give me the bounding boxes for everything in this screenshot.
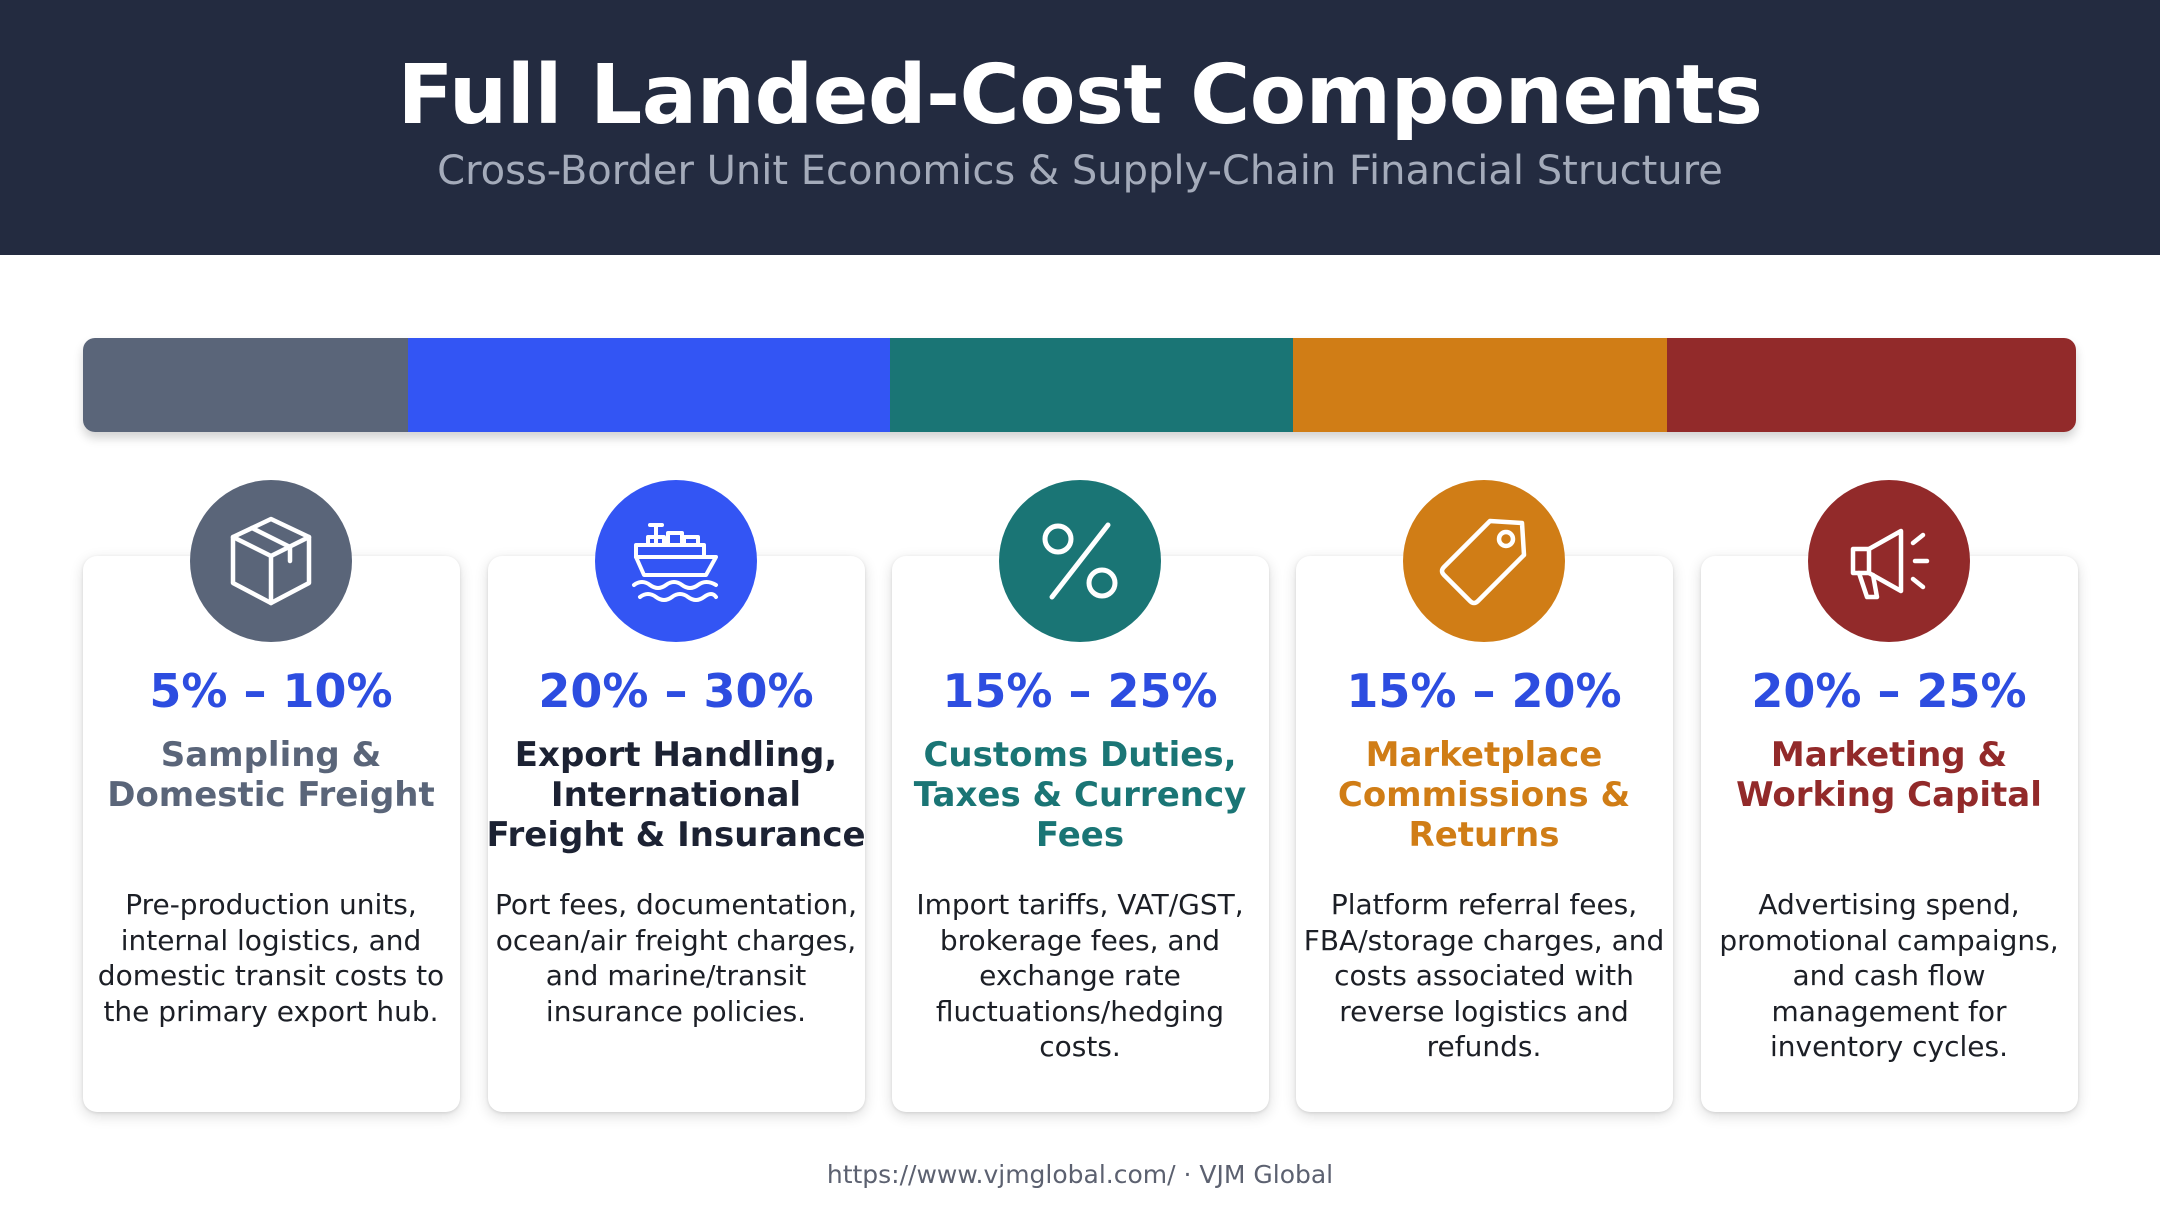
- tag-icon: [1434, 511, 1534, 611]
- cost-description: Pre-production units, internal logistics…: [97, 888, 445, 1028]
- cost-title: Sampling & Domestic Freight: [107, 735, 435, 815]
- cost-range: 5% – 10%: [149, 664, 393, 718]
- bar-segment-2: [407, 338, 891, 432]
- cost-range: 15% – 25%: [942, 664, 1218, 718]
- cost-title: Export Handling, International Freight &…: [486, 735, 866, 855]
- source-footer: https://www.vjmglobal.com/ · VJM Global: [826, 1160, 1334, 1189]
- header-banner: Full Landed-Cost Components Cross-Border…: [0, 0, 2160, 255]
- cost-card: [83, 556, 460, 1112]
- box-icon: [221, 511, 321, 611]
- ship-icon-badge: [595, 480, 757, 642]
- cost-card: [488, 556, 865, 1112]
- cost-title: Marketing & Working Capital: [1736, 735, 2042, 815]
- bar-segment-5: [1667, 338, 2076, 432]
- cost-description: Advertising spend, promotional campaigns…: [1719, 888, 2059, 1063]
- bar-segment-4: [1292, 338, 1668, 432]
- bar-segment-1: [83, 338, 408, 432]
- bar-segment-3: [890, 338, 1293, 432]
- percent-icon: [1030, 511, 1130, 611]
- cost-card: [892, 556, 1269, 1112]
- cost-card: [1701, 556, 2078, 1112]
- page-subtitle: Cross-Border Unit Economics & Supply-Cha…: [437, 148, 1723, 194]
- box-icon-badge: [190, 480, 352, 642]
- page-title: Full Landed-Cost Components: [397, 48, 1763, 143]
- megaphone-icon: [1839, 511, 1939, 611]
- cost-range: 20% – 30%: [538, 664, 814, 718]
- cost-title: Marketplace Commissions & Returns: [1337, 735, 1631, 855]
- megaphone-icon-badge: [1808, 480, 1970, 642]
- cost-range: 15% – 20%: [1346, 664, 1622, 718]
- ship-icon: [626, 511, 726, 611]
- cost-range: 20% – 25%: [1751, 664, 2027, 718]
- percent-icon-badge: [999, 480, 1161, 642]
- cost-card: [1296, 556, 1673, 1112]
- cost-proportion-bar: [83, 338, 2076, 432]
- cost-description: Platform referral fees, FBA/storage char…: [1303, 888, 1665, 1063]
- cost-title: Customs Duties, Taxes & Currency Fees: [913, 735, 1247, 855]
- cost-description: Import tariffs, VAT/GST, brokerage fees,…: [916, 888, 1244, 1063]
- tag-icon-badge: [1403, 480, 1565, 642]
- cost-description: Port fees, documentation, ocean/air frei…: [494, 888, 858, 1028]
